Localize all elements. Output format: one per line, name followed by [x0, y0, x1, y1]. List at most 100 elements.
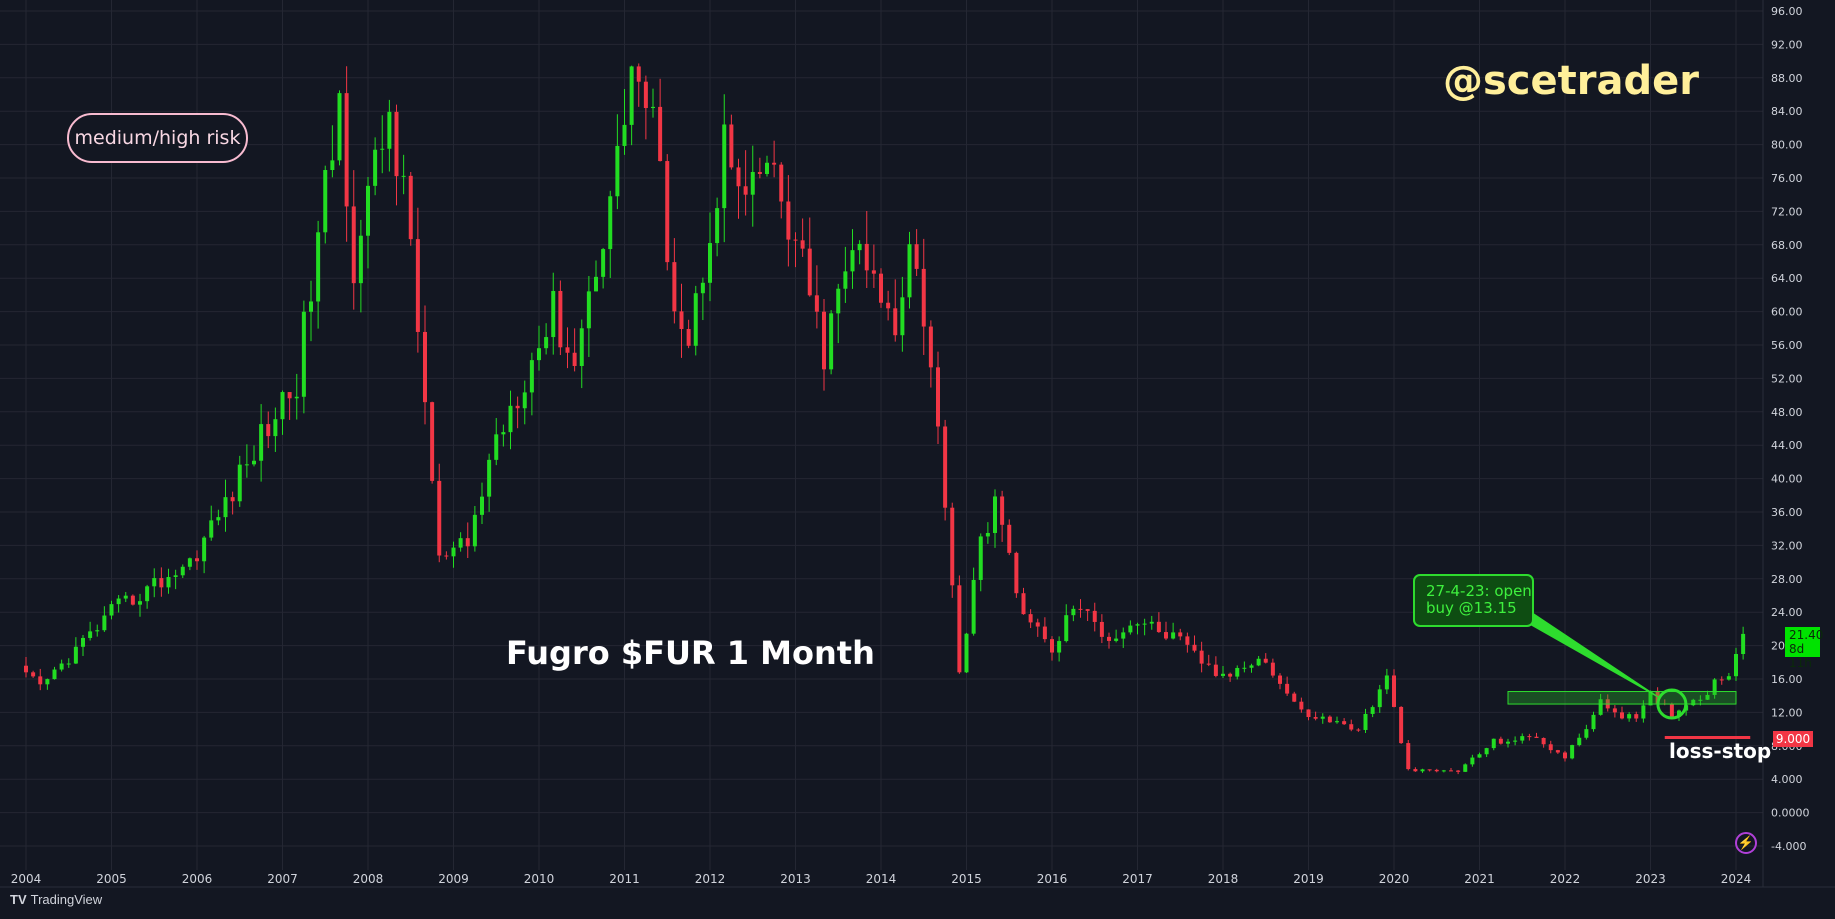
- candle: [1427, 769, 1432, 772]
- candle-body: [1669, 704, 1674, 717]
- candle-body: [202, 537, 207, 562]
- candle: [73, 637, 78, 665]
- candle: [1021, 587, 1026, 615]
- y-tick-label: -4.000: [1771, 840, 1806, 853]
- candle: [1285, 676, 1290, 696]
- candle-body: [1114, 638, 1119, 641]
- candle: [1363, 708, 1368, 734]
- candle-body: [187, 558, 192, 567]
- candle: [415, 207, 420, 353]
- candle-body: [601, 249, 606, 277]
- candle-body: [1342, 721, 1347, 725]
- candle: [1555, 749, 1560, 754]
- candle: [102, 606, 107, 632]
- y-tick-label: 64.00: [1771, 272, 1803, 285]
- x-tick-label: 2012: [695, 872, 726, 886]
- candle: [1057, 636, 1062, 662]
- candle: [330, 125, 335, 178]
- candle-body: [437, 480, 442, 556]
- candle-body: [330, 160, 335, 171]
- candle: [1185, 632, 1190, 653]
- candle-body: [88, 631, 93, 638]
- candle-body: [871, 270, 876, 274]
- candle-body: [686, 329, 691, 346]
- candle: [237, 455, 242, 507]
- candle: [629, 65, 634, 146]
- candle-body: [195, 558, 199, 562]
- candle: [1577, 733, 1582, 747]
- candle-body: [1484, 748, 1489, 755]
- candle-body: [886, 302, 891, 309]
- candle-body: [1099, 621, 1104, 637]
- candle-body: [1434, 769, 1439, 772]
- tradingview-brand[interactable]: TV TradingView: [10, 892, 102, 907]
- candle-body: [1477, 754, 1482, 758]
- candle-body: [1092, 610, 1097, 622]
- candle-body: [1719, 679, 1724, 681]
- candle: [202, 535, 207, 574]
- candle: [24, 657, 28, 678]
- candle: [1434, 768, 1439, 773]
- x-tick-label: 2024: [1721, 872, 1752, 886]
- candle: [579, 319, 584, 389]
- candle-body: [1235, 667, 1240, 677]
- candle: [572, 328, 577, 372]
- candle-body: [544, 337, 549, 349]
- candle: [344, 66, 349, 242]
- candle: [893, 279, 898, 342]
- candle-body: [829, 313, 834, 370]
- y-tick-label: 76.00: [1771, 172, 1803, 185]
- candle: [1050, 636, 1054, 661]
- candle: [1007, 519, 1012, 556]
- candle: [1449, 768, 1453, 772]
- candle: [273, 407, 278, 452]
- candle: [622, 89, 627, 155]
- candle-body: [608, 196, 613, 250]
- x-tick-label: 2011: [609, 872, 640, 886]
- candle-body: [1520, 736, 1525, 741]
- candle-body: [651, 106, 655, 109]
- candle: [700, 277, 705, 321]
- candle-body: [928, 326, 933, 368]
- candle-body: [1306, 709, 1311, 718]
- candle: [209, 505, 214, 541]
- candle: [814, 265, 819, 329]
- candle: [401, 154, 406, 195]
- candle: [280, 390, 285, 435]
- candle-body: [736, 167, 741, 187]
- candle-body: [1598, 699, 1603, 715]
- candle-body: [522, 392, 527, 409]
- candle: [985, 522, 990, 544]
- candle: [1342, 718, 1347, 726]
- candle: [886, 290, 891, 321]
- candle: [259, 404, 264, 482]
- chart-title: Fugro $FUR 1 Month: [506, 634, 875, 672]
- candle: [807, 217, 812, 297]
- candle-body: [950, 507, 955, 586]
- x-tick-label: 2016: [1037, 872, 1068, 886]
- candle: [1441, 769, 1446, 773]
- candle: [31, 670, 36, 678]
- last-price-tag: 21.40 8d 11h: [1785, 627, 1823, 670]
- candle-body: [679, 311, 684, 330]
- candle-body: [594, 276, 598, 292]
- candle-body: [423, 331, 427, 403]
- candle: [594, 260, 598, 292]
- candle: [45, 678, 50, 690]
- candle-body: [1498, 738, 1503, 744]
- candle: [522, 380, 527, 425]
- flash-icon[interactable]: ⚡: [1735, 832, 1757, 854]
- candle-body: [52, 669, 57, 680]
- candle-body: [1249, 665, 1254, 668]
- candle: [900, 276, 905, 352]
- candle: [658, 78, 663, 162]
- footer-band: [0, 887, 1835, 919]
- candle: [1221, 665, 1225, 678]
- candle-body: [1634, 714, 1639, 719]
- candle-body: [287, 392, 292, 399]
- candle: [1548, 740, 1553, 754]
- candle-body: [408, 175, 413, 240]
- candle-body: [700, 282, 705, 294]
